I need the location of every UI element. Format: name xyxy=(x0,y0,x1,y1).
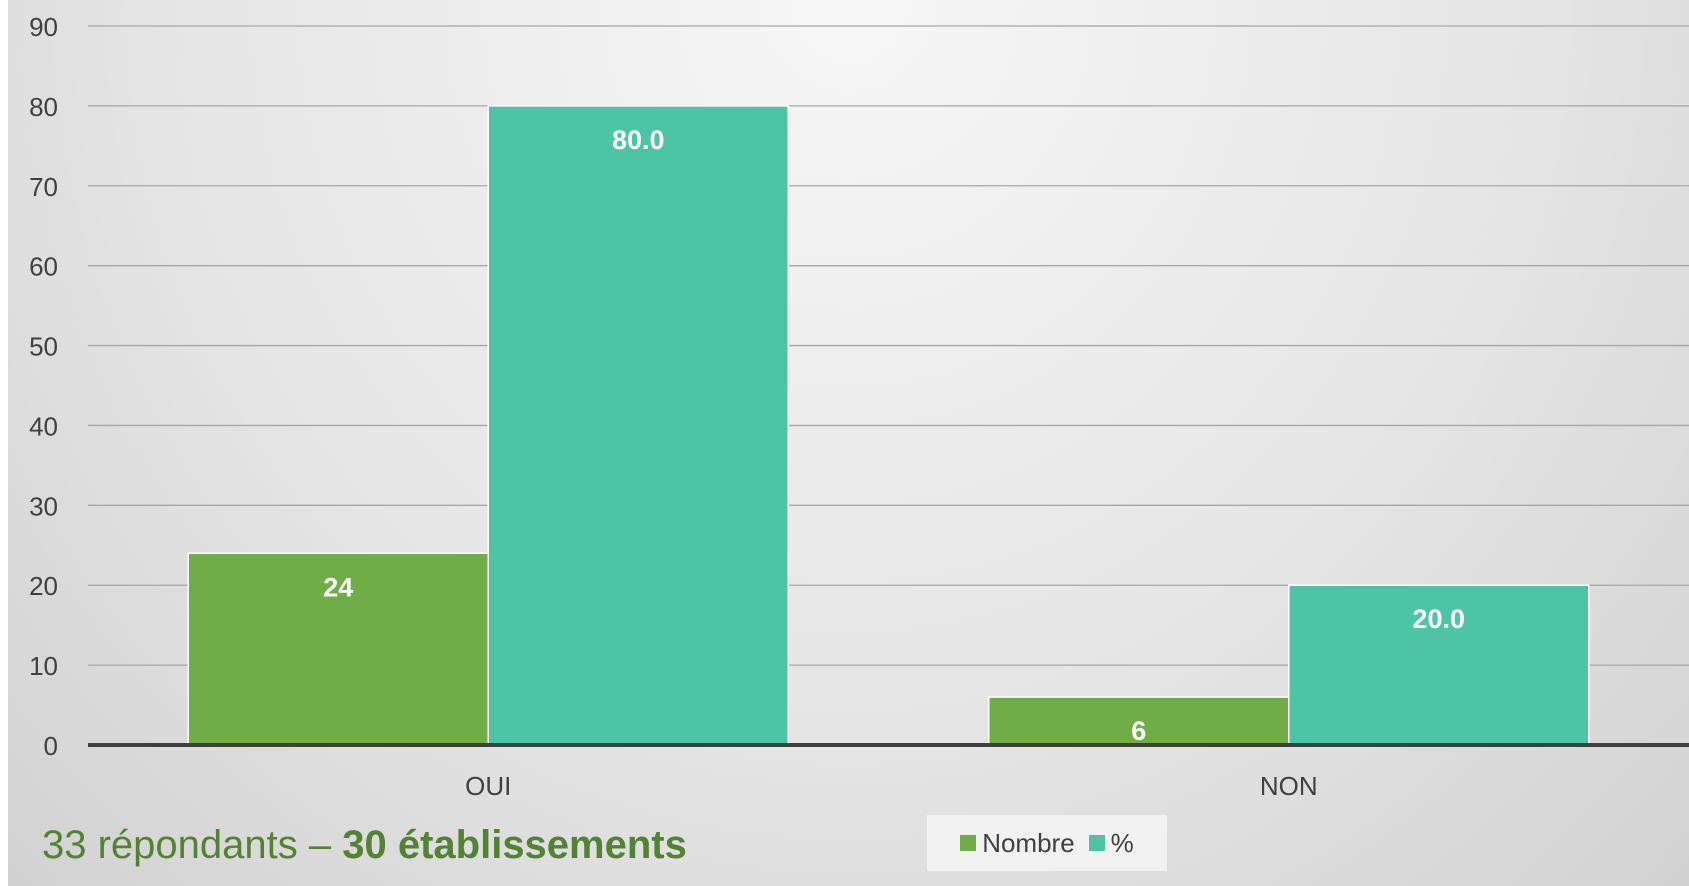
bar-percent-oui xyxy=(487,105,789,746)
bar-percent-non xyxy=(1288,584,1590,746)
legend-swatch-percent xyxy=(1088,835,1105,851)
establishments-count: 30 établissements xyxy=(342,823,687,867)
legend-label-percent: % xyxy=(1110,827,1134,858)
bar-nombre-non xyxy=(988,696,1290,746)
legend-label-nombre: Nombre xyxy=(982,827,1075,858)
legend-item-nombre: Nombre xyxy=(960,827,1075,859)
respondents-footnote: 33 répondants – 30 établissements xyxy=(42,825,687,865)
data-label: 20.0 xyxy=(1412,604,1465,634)
legend-item-percent: % xyxy=(1088,827,1134,859)
y-tick-label: 90 xyxy=(29,12,58,42)
y-tick-label: 60 xyxy=(29,252,58,282)
y-tick-label: 0 xyxy=(44,731,58,761)
y-tick-label: 80 xyxy=(29,92,58,122)
y-tick-label: 40 xyxy=(29,411,58,441)
y-tick-label: 10 xyxy=(29,651,58,681)
x-tick-label: NON xyxy=(1260,771,1318,801)
chart-legend: Nombre % xyxy=(927,815,1167,871)
y-tick-label: 50 xyxy=(29,332,58,362)
legend-swatch-nombre xyxy=(960,835,977,851)
y-tick-label: 20 xyxy=(29,571,58,601)
bar-nombre-oui xyxy=(187,552,489,746)
respondents-count: 33 répondants – xyxy=(42,823,343,867)
data-label: 24 xyxy=(323,572,353,602)
data-label: 6 xyxy=(1131,716,1146,746)
data-label: 80.0 xyxy=(612,125,665,155)
y-tick-label: 30 xyxy=(29,491,58,521)
x-tick-label: OUI xyxy=(465,771,511,801)
y-tick-label: 70 xyxy=(29,172,58,202)
